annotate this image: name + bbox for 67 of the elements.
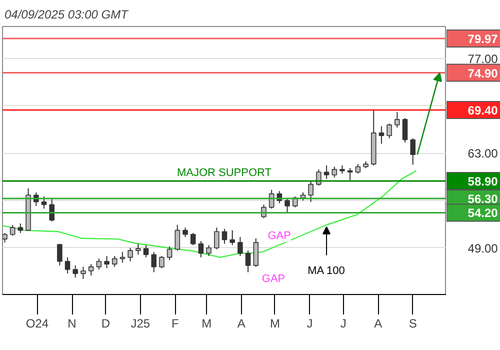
annotation: GAP [262,272,286,285]
candlestick [190,232,196,246]
candlestick [308,181,314,202]
candlestick [96,258,102,270]
candlestick [198,240,204,258]
candlestick [57,243,62,266]
annotation: MAJOR SUPPORT [176,166,272,179]
y-tick-label: 77.00 [468,52,498,66]
y-tick-label: 63.00 [468,146,498,161]
candlestick [159,255,164,269]
candlestick [394,112,400,128]
candlestick [386,122,392,139]
candlestick [253,238,259,268]
candlestick [410,138,416,166]
x-tick-label: J [340,316,346,330]
candlestick [206,244,212,256]
candlestick [64,256,70,274]
x-tick-label: A [374,316,382,330]
candlestick [151,251,157,273]
x-tick-label: S [408,316,417,330]
candlestick [245,250,251,273]
candlestick [347,168,353,181]
candlestick [80,266,86,280]
x-tick-label: D [101,316,110,330]
candlestick [166,246,172,261]
ref-line-label: 56.30 [468,192,498,206]
candlestick [182,227,188,238]
x-tick-label: N [68,316,76,330]
candlestick [222,228,228,244]
candlestick [332,166,338,178]
ref-line-label: 74.90 [468,66,498,80]
chart-title: 04/09/2025 03:00 GMT [4,8,130,22]
x-tick-label: J25 [130,316,150,330]
candlestick [88,264,94,276]
x-tick-label: F [172,316,179,330]
candlestick [128,247,133,262]
candlestick [355,164,361,174]
candlestick [112,255,118,268]
ref-line-label: 69.40 [468,103,498,118]
candlestick [238,236,243,256]
candlestick [230,230,235,246]
candlestick [136,243,141,256]
y-tick-label: 49.00 [468,241,498,256]
ref-line-label: 54.20 [468,206,498,220]
x-tick-label: M [270,316,280,330]
x-tick-label: M [202,316,212,330]
x-tick-label: A [237,316,246,330]
annotation: GAP [268,230,291,242]
ref-line-label: 58.90 [468,174,498,188]
x-tick-label: O24 [26,316,49,330]
candlestick [214,227,220,250]
candlestick [104,255,110,269]
annotation: MA 100 [308,264,345,277]
candlestick [378,126,384,144]
candlestick [402,118,408,143]
candlestick [324,164,330,180]
candlestick [18,223,24,234]
candlestick [41,196,47,210]
candlestick [2,232,8,243]
candlestick [284,197,290,214]
x-tick-label: J [306,316,313,330]
candlestick [10,224,16,236]
candlestick [120,251,126,264]
candlestick [174,224,180,252]
candlestick [143,244,149,258]
ref-line-label: 79.97 [468,32,498,46]
candlestick [72,264,78,278]
